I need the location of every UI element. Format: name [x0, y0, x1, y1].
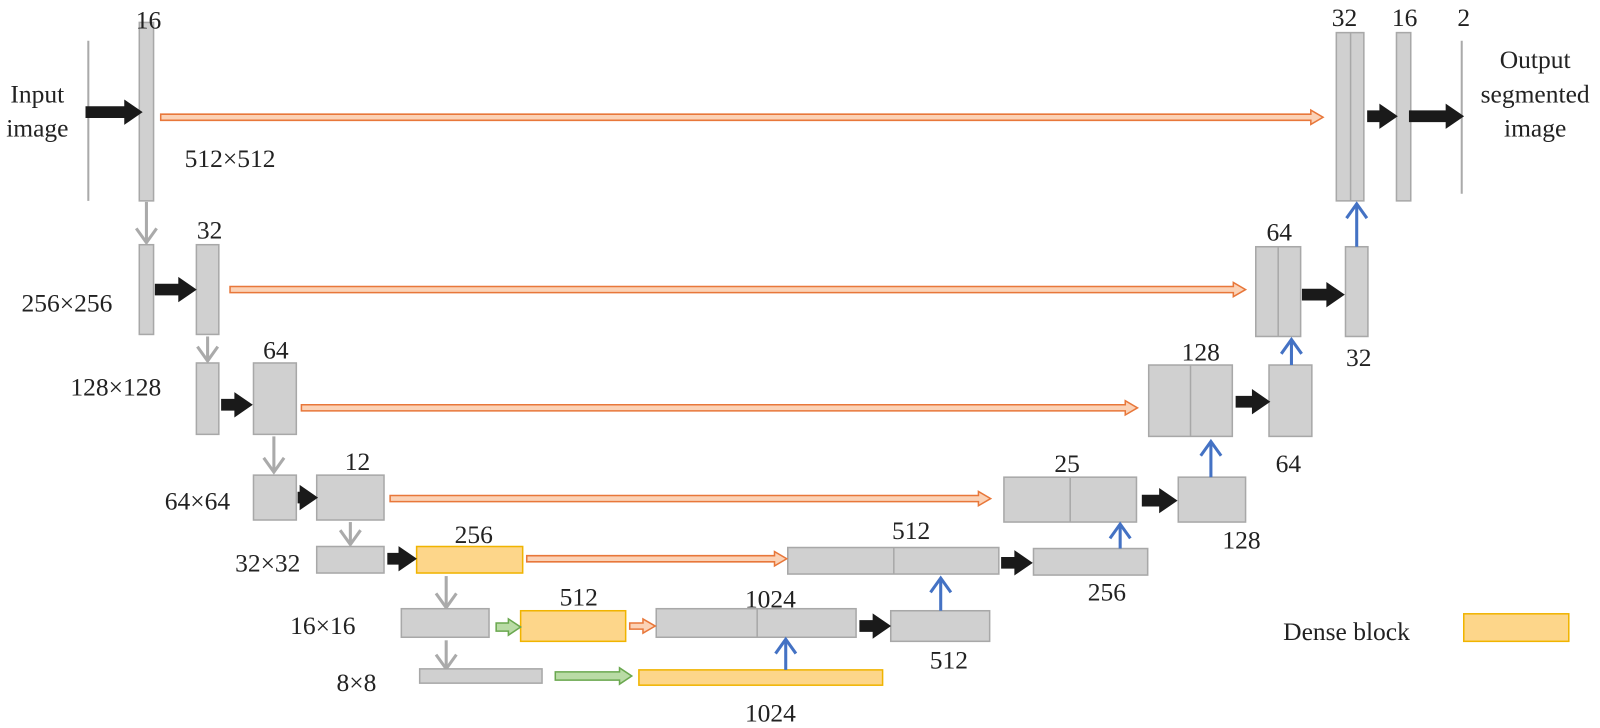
black-arrow	[1235, 389, 1271, 415]
arrow-head	[134, 227, 158, 246]
channel-label: 2	[1457, 3, 1470, 32]
orange-arrow	[525, 550, 789, 568]
channel-label: 12	[345, 447, 370, 476]
channel-label: 25	[1054, 449, 1079, 478]
legend-label: Dense block	[1283, 617, 1410, 646]
channel-label: 512	[930, 646, 968, 675]
dense-block	[519, 609, 627, 643]
channel-label: 1024	[745, 584, 796, 613]
feature-map	[1177, 476, 1247, 523]
channel-label: 32	[197, 215, 222, 244]
feature-map	[315, 545, 385, 574]
channel-label: 64	[263, 336, 289, 365]
channel-label: 256	[455, 520, 493, 549]
arrow-head	[929, 575, 953, 594]
input-label: Input	[10, 80, 64, 109]
resolution-label: 512×512	[185, 144, 276, 173]
resolution-label: 32×32	[235, 549, 300, 578]
arrow-head	[434, 592, 458, 611]
black-arrow	[1408, 103, 1465, 129]
dense-block	[415, 545, 524, 574]
channel-label: 16	[136, 5, 161, 34]
output-label: segmented	[1481, 80, 1590, 109]
feature-map	[195, 243, 220, 336]
arrow-head	[262, 456, 286, 475]
resolution-label: 128×128	[70, 372, 161, 401]
output-label: image	[1504, 113, 1566, 142]
black-arrow	[1001, 550, 1033, 576]
channel-label: 512	[560, 582, 598, 611]
channel-label: 64	[1266, 217, 1292, 246]
arrow-head	[196, 345, 220, 364]
resolution-label: 256×256	[21, 289, 112, 318]
output-label: Output	[1500, 45, 1571, 74]
feature-map	[1268, 364, 1313, 438]
channel-label: 256	[1088, 577, 1126, 606]
black-arrow	[154, 276, 197, 303]
channel-label: 128	[1182, 338, 1220, 367]
dense-block	[638, 669, 884, 686]
feature-map	[655, 607, 857, 639]
orange-arrow	[300, 399, 1140, 417]
orange-arrow	[628, 617, 657, 635]
feature-map	[418, 668, 543, 684]
feature-map	[889, 609, 991, 643]
feature-map	[1032, 547, 1149, 576]
input-label: image	[6, 113, 68, 142]
channel-label: 128	[1222, 525, 1260, 554]
black-arrow	[221, 392, 253, 418]
feature-map	[195, 362, 220, 436]
feature-map	[138, 243, 155, 336]
feature-map	[315, 474, 385, 521]
orange-arrow	[159, 108, 1325, 126]
channel-label: 512	[892, 516, 930, 545]
channel-label: 32	[1332, 3, 1357, 32]
arrow-head	[1280, 336, 1303, 355]
green-arrow	[554, 666, 634, 686]
resolution-label: 16×16	[290, 611, 355, 640]
resolution-label: 8×8	[337, 668, 377, 697]
labels: Input image Output segmented image 512×5…	[6, 3, 1590, 727]
black-arrow	[1367, 103, 1398, 129]
feature-map	[252, 474, 298, 521]
feature-map	[1395, 31, 1412, 202]
black-arrow	[1141, 487, 1178, 514]
shapes	[85, 21, 1570, 686]
arrow-head	[338, 529, 362, 548]
feature-map	[252, 362, 298, 436]
arrow-head	[1108, 521, 1132, 540]
green-arrow	[495, 617, 523, 637]
channel-label: 1024	[745, 699, 796, 728]
orange-arrow	[389, 490, 993, 508]
black-arrow	[1301, 281, 1345, 308]
black-arrow	[297, 484, 319, 511]
channel-label: 64	[1276, 449, 1302, 478]
resolution-label: 64×64	[165, 487, 231, 516]
arrow-head	[1345, 201, 1369, 220]
black-arrow	[859, 613, 892, 639]
arrow-head	[1199, 438, 1223, 457]
channel-label: 16	[1392, 3, 1417, 32]
channel-label: 32	[1346, 343, 1371, 372]
black-arrow	[387, 546, 417, 572]
black-arrow	[85, 99, 143, 125]
feature-map	[1344, 245, 1369, 338]
feature-map	[400, 607, 490, 639]
arrow-head	[774, 636, 798, 655]
orange-arrow	[229, 281, 1248, 299]
dense-block	[1463, 613, 1570, 643]
